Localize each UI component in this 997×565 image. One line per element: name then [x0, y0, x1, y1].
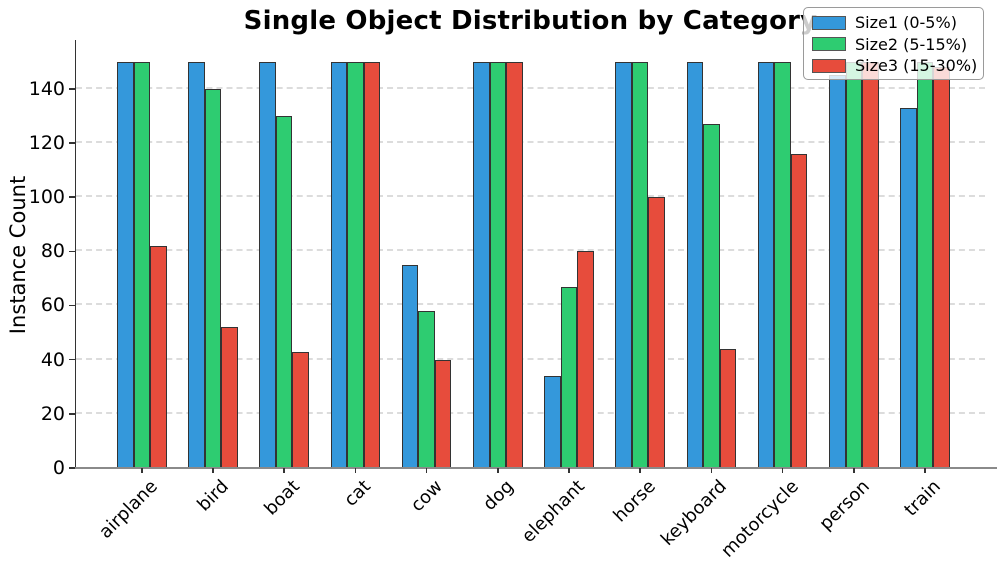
- bar-airplane-size1: [117, 61, 134, 468]
- bar-motorcycle-size1: [757, 61, 775, 468]
- bar-airplane-size3: [150, 245, 167, 468]
- bar-cat-size2: [347, 61, 364, 468]
- x-tick-mark-bird: [212, 468, 214, 473]
- bar-motorcycle-size2: [774, 61, 791, 468]
- legend-label: Size3 (15-30%): [855, 56, 978, 75]
- gridline-100: [76, 195, 985, 198]
- bar-cow-size2: [418, 310, 435, 468]
- bar-train-size3: [933, 67, 950, 468]
- gridline-60: [76, 303, 985, 306]
- bar-boat-size3: [292, 351, 309, 468]
- legend: Size1 (0-5%) Size2 (5-15%) Size3 (15-30%): [803, 7, 984, 80]
- x-tick-mark-cat: [354, 468, 357, 473]
- y-tick-mark-80: [69, 250, 75, 253]
- bar-cow-size3: [434, 359, 452, 468]
- y-tick-label-120: 120: [28, 131, 65, 154]
- bar-train-size1: [900, 107, 917, 468]
- bar-dog-size1: [473, 61, 490, 468]
- bar-elephant-size2: [560, 286, 578, 468]
- bar-person-size2: [845, 61, 863, 468]
- bar-motorcycle-size3: [790, 153, 808, 468]
- bar-keyboard-size1: [686, 61, 704, 468]
- gridline-120: [76, 140, 985, 143]
- y-tick-mark-100: [69, 196, 75, 198]
- x-tick-mark-motorcycle: [781, 468, 784, 473]
- bar-elephant-size1: [544, 375, 561, 468]
- bar-bird-size2: [204, 88, 222, 468]
- bar-dog-size3: [506, 61, 523, 468]
- bar-boat-size2: [275, 115, 293, 468]
- y-tick-label-100: 100: [28, 186, 65, 209]
- legend-item-size2: Size2 (5-15%): [812, 35, 977, 54]
- plot-area: [76, 40, 985, 468]
- legend-swatch-icon: [812, 37, 846, 51]
- y-tick-label-140: 140: [28, 77, 65, 100]
- legend-swatch-icon: [812, 15, 846, 30]
- bar-boat-size1: [259, 61, 276, 468]
- x-tick-mark-elephant: [568, 468, 570, 473]
- bar-bird-size3: [221, 327, 238, 468]
- bar-cow-size1: [401, 264, 419, 468]
- gridline-40: [76, 357, 985, 360]
- bar-person-size3: [862, 61, 879, 468]
- y-tick-mark-0: [69, 467, 75, 469]
- y-tick-mark-40: [69, 358, 75, 361]
- y-tick-mark-20: [69, 413, 75, 415]
- bar-bird-size1: [188, 61, 205, 468]
- bar-train-size2: [916, 61, 934, 468]
- bar-cat-size3: [363, 61, 381, 468]
- gridline-80: [76, 249, 985, 252]
- bar-keyboard-size3: [719, 348, 737, 468]
- y-tick-mark-60: [69, 304, 75, 307]
- bar-cat-size1: [330, 61, 348, 468]
- y-tick-label-0: 0: [52, 457, 65, 479]
- bar-person-size1: [829, 75, 846, 468]
- bar-dog-size2: [489, 61, 507, 468]
- legend-swatch-icon: [812, 58, 846, 73]
- legend-label: Size2 (5-15%): [855, 34, 968, 54]
- x-tick-mark-airplane: [141, 468, 143, 473]
- x-tick-mark-keyboard: [710, 468, 713, 473]
- y-tick-label-40: 40: [40, 348, 65, 371]
- legend-item-size3: Size3 (15-30%): [812, 56, 977, 75]
- x-tick-mark-person: [853, 468, 855, 473]
- legend-label: Size1 (0-5%): [855, 13, 957, 32]
- bar-keyboard-size2: [703, 123, 720, 468]
- x-tick-mark-cow: [425, 468, 428, 473]
- bar-horse-size3: [648, 197, 665, 468]
- x-axis-spine: [74, 467, 997, 469]
- y-tick-label-80: 80: [40, 240, 65, 263]
- gridline-140: [76, 86, 985, 89]
- bar-horse-size1: [615, 61, 632, 468]
- bar-airplane-size2: [133, 61, 151, 468]
- x-tick-mark-train: [924, 468, 926, 473]
- gridline-20: [76, 411, 985, 414]
- y-tick-label-20: 20: [40, 402, 65, 425]
- bar-elephant-size3: [577, 251, 594, 468]
- x-tick-mark-boat: [283, 468, 285, 473]
- legend-item-size1: Size1 (0-5%): [812, 13, 977, 32]
- chart-title: Single Object Distribution by Category: [243, 6, 818, 36]
- bar-horse-size2: [631, 61, 649, 468]
- y-tick-mark-120: [69, 142, 75, 144]
- y-tick-label-60: 60: [40, 294, 65, 317]
- x-tick-mark-horse: [639, 468, 641, 473]
- x-tick-mark-dog: [497, 468, 499, 473]
- y-axis-spine: [74, 40, 76, 468]
- y-tick-mark-140: [69, 88, 75, 90]
